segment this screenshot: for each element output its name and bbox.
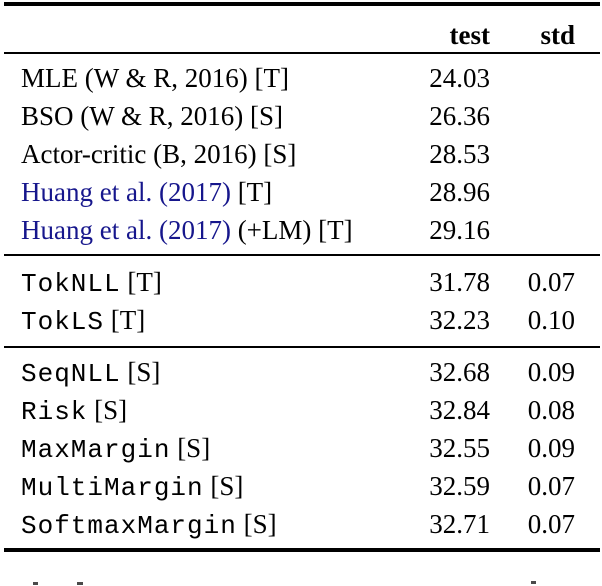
test-value: 28.53	[429, 139, 490, 169]
method-label-text: TokNLL	[21, 269, 121, 299]
test-value: 32.84	[429, 395, 490, 425]
test-value: 32.59	[429, 471, 490, 501]
method-label-text: MLE (W & R, 2016) [T]	[21, 63, 289, 93]
std-value: 0.10	[527, 305, 575, 335]
method-label-text: Risk	[21, 397, 88, 427]
table-row: BSO (W & R, 2016) [S] 26.36	[4, 97, 600, 135]
col-header-std: std	[540, 20, 575, 50]
std-value: 0.09	[527, 433, 575, 463]
method-label-text: [T]	[104, 305, 146, 335]
table-group-baselines: MLE (W & R, 2016) [T] 24.03 BSO (W & R, 20…	[4, 54, 600, 254]
method-label-text: [S]	[87, 395, 128, 425]
test-value: 32.68	[429, 357, 490, 387]
std-value: 0.07	[527, 471, 575, 501]
caption-text-fragment	[531, 581, 536, 584]
group-divider-rule	[4, 254, 600, 256]
method-label-text: [T]	[230, 177, 273, 207]
method-label-text: [S]	[120, 357, 161, 387]
test-value: 24.03	[429, 63, 490, 93]
table-row: SoftmaxMargin [S] 32.71 0.07	[4, 505, 600, 543]
method-label: BSO (W & R, 2016) [S]	[4, 97, 420, 135]
header-divider-rule	[4, 52, 600, 54]
table-bottom-rule	[4, 548, 600, 552]
table-row: MultiMargin [S] 32.59 0.07	[4, 467, 600, 505]
method-label-text: SoftmaxMargin	[21, 511, 237, 541]
table-header-row: test std	[4, 6, 600, 52]
table-row: Actor-critic (B, 2016) [S] 28.53	[4, 135, 600, 173]
method-label: MultiMargin [S]	[4, 467, 420, 507]
method-label-text: BSO (W & R, 2016) [S]	[21, 101, 284, 131]
method-label: Huang et al. (2017) [T]	[4, 173, 420, 211]
caption-text-fragment	[33, 582, 38, 585]
table-row: Huang et al. (2017) [T] 28.96	[4, 173, 600, 211]
table-row: Risk [S] 32.84 0.08	[4, 391, 600, 429]
group-divider-rule	[4, 346, 600, 348]
table-group-token-losses: TokNLL [T] 31.78 0.07 TokLS [T] 32.23 0.10	[4, 256, 600, 346]
method-label-text: [S]	[203, 471, 244, 501]
method-label: TokLS [T]	[4, 301, 420, 341]
method-label-text: [T]	[120, 267, 162, 297]
method-label-text: SeqNLL	[21, 359, 121, 389]
method-label: MaxMargin [S]	[4, 429, 420, 469]
test-value: 32.55	[429, 433, 490, 463]
method-label: TokNLL [T]	[4, 263, 420, 303]
col-header-test: test	[449, 20, 490, 50]
method-label-text: [S]	[236, 509, 277, 539]
method-label: Huang et al. (2017) (+LM) [T]	[4, 211, 420, 249]
citation-link[interactable]: Huang et al. (2017)	[21, 215, 231, 245]
method-label-text: TokLS	[21, 307, 105, 337]
table-top-rule	[4, 2, 600, 6]
table-row: MLE (W & R, 2016) [T] 24.03	[4, 59, 600, 97]
method-label: Actor-critic (B, 2016) [S]	[4, 135, 420, 173]
test-value: 32.71	[429, 509, 490, 539]
method-label-text: MultiMargin	[21, 473, 204, 503]
citation-link[interactable]: Huang et al. (2017)	[21, 177, 231, 207]
method-label-text: MaxMargin	[21, 435, 171, 465]
std-value: 0.07	[527, 267, 575, 297]
test-value: 29.16	[429, 215, 490, 245]
method-label: Risk [S]	[4, 391, 420, 431]
method-label: MLE (W & R, 2016) [T]	[4, 59, 420, 97]
test-value: 32.23	[429, 305, 490, 335]
results-table: test std MLE (W & R, 2016) [T] 24.03 BSO (…	[4, 2, 600, 552]
table-row: TokLS [T] 32.23 0.10	[4, 301, 600, 339]
table-row: MaxMargin [S] 32.55 0.09	[4, 429, 600, 467]
test-value: 28.96	[429, 177, 490, 207]
table-row: Huang et al. (2017) (+LM) [T] 29.16	[4, 211, 600, 249]
method-label: SeqNLL [S]	[4, 353, 420, 393]
std-value: 0.08	[527, 395, 575, 425]
test-value: 26.36	[429, 101, 490, 131]
std-value: 0.07	[527, 509, 575, 539]
method-label-text: Actor-critic (B, 2016) [S]	[21, 139, 297, 169]
method-label-text: (+LM) [T]	[230, 215, 353, 245]
method-label-text: [S]	[170, 433, 211, 463]
method-label: SoftmaxMargin [S]	[4, 505, 420, 545]
std-value: 0.09	[527, 357, 575, 387]
test-value: 31.78	[429, 267, 490, 297]
table-group-sequence-losses: SeqNLL [S] 32.68 0.09 Risk [S] 32.84 0.08 MaxM…	[4, 348, 600, 548]
table-row: SeqNLL [S] 32.68 0.09	[4, 353, 600, 391]
table-row: TokNLL [T] 31.78 0.07	[4, 263, 600, 301]
caption-text-fragment	[77, 582, 83, 585]
